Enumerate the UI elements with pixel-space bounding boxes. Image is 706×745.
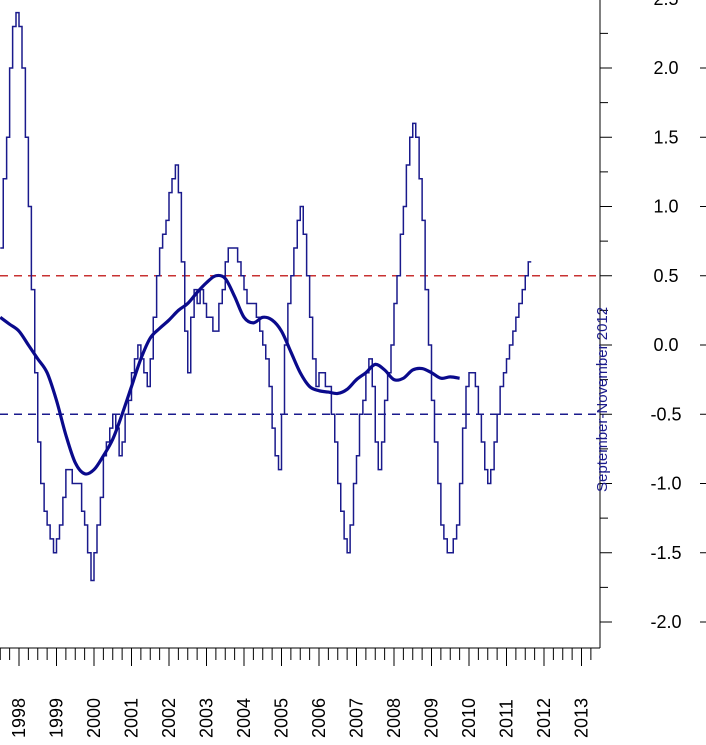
y-tick-label: 2.0 [653, 58, 678, 78]
y-tick-label: 0.5 [653, 266, 678, 286]
x-tick-label: 2002 [159, 698, 179, 738]
x-ticks: 1998 1999 2000 2001 2002 2003 2004 2005 2006 2007… [0, 648, 592, 738]
y-ticks: 2.5 2.0 1.5 1.0 0.5 0.0 -0.5 -1.0 -1.5 -2.0 [600, 0, 706, 632]
x-tick-label: 2007 [347, 698, 367, 738]
x-tick-label: 1998 [9, 698, 29, 738]
x-tick-label: 2013 [572, 698, 592, 738]
y-tick-label: 1.5 [653, 127, 678, 147]
y-tick-label: 2.5 [653, 0, 678, 9]
y-tick-label: 1.0 [653, 197, 678, 217]
x-tick-label: 2003 [197, 698, 217, 738]
y-tick-label: -0.5 [650, 404, 681, 424]
x-tick-label: 2004 [234, 698, 254, 738]
threshold-lines [0, 275, 600, 415]
x-tick-label: 2008 [384, 698, 404, 738]
x-tick-label: 2012 [534, 698, 554, 738]
axes [0, 0, 601, 649]
x-tick-label: 2011 [497, 699, 517, 738]
y-tick-label: -1.5 [650, 543, 681, 563]
x-tick-label: 2009 [422, 698, 442, 738]
x-tick-label: 1999 [47, 698, 67, 738]
series-monthly-line [0, 11, 532, 582]
x-tick-label: 2006 [309, 698, 329, 738]
x-tick-label: 2010 [459, 698, 479, 738]
x-tick-label: 2005 [272, 698, 292, 738]
series-layer [0, 11, 532, 582]
chart-annotation: September-November 2012 [594, 307, 611, 492]
y-tick-label: -2.0 [650, 612, 681, 632]
series-smoothed-line [0, 273, 460, 476]
y-tick-label: -1.0 [650, 474, 681, 494]
x-tick-label: 2000 [84, 698, 104, 738]
y-tick-label: 0.0 [653, 335, 678, 355]
x-tick-label: 2001 [122, 698, 142, 738]
